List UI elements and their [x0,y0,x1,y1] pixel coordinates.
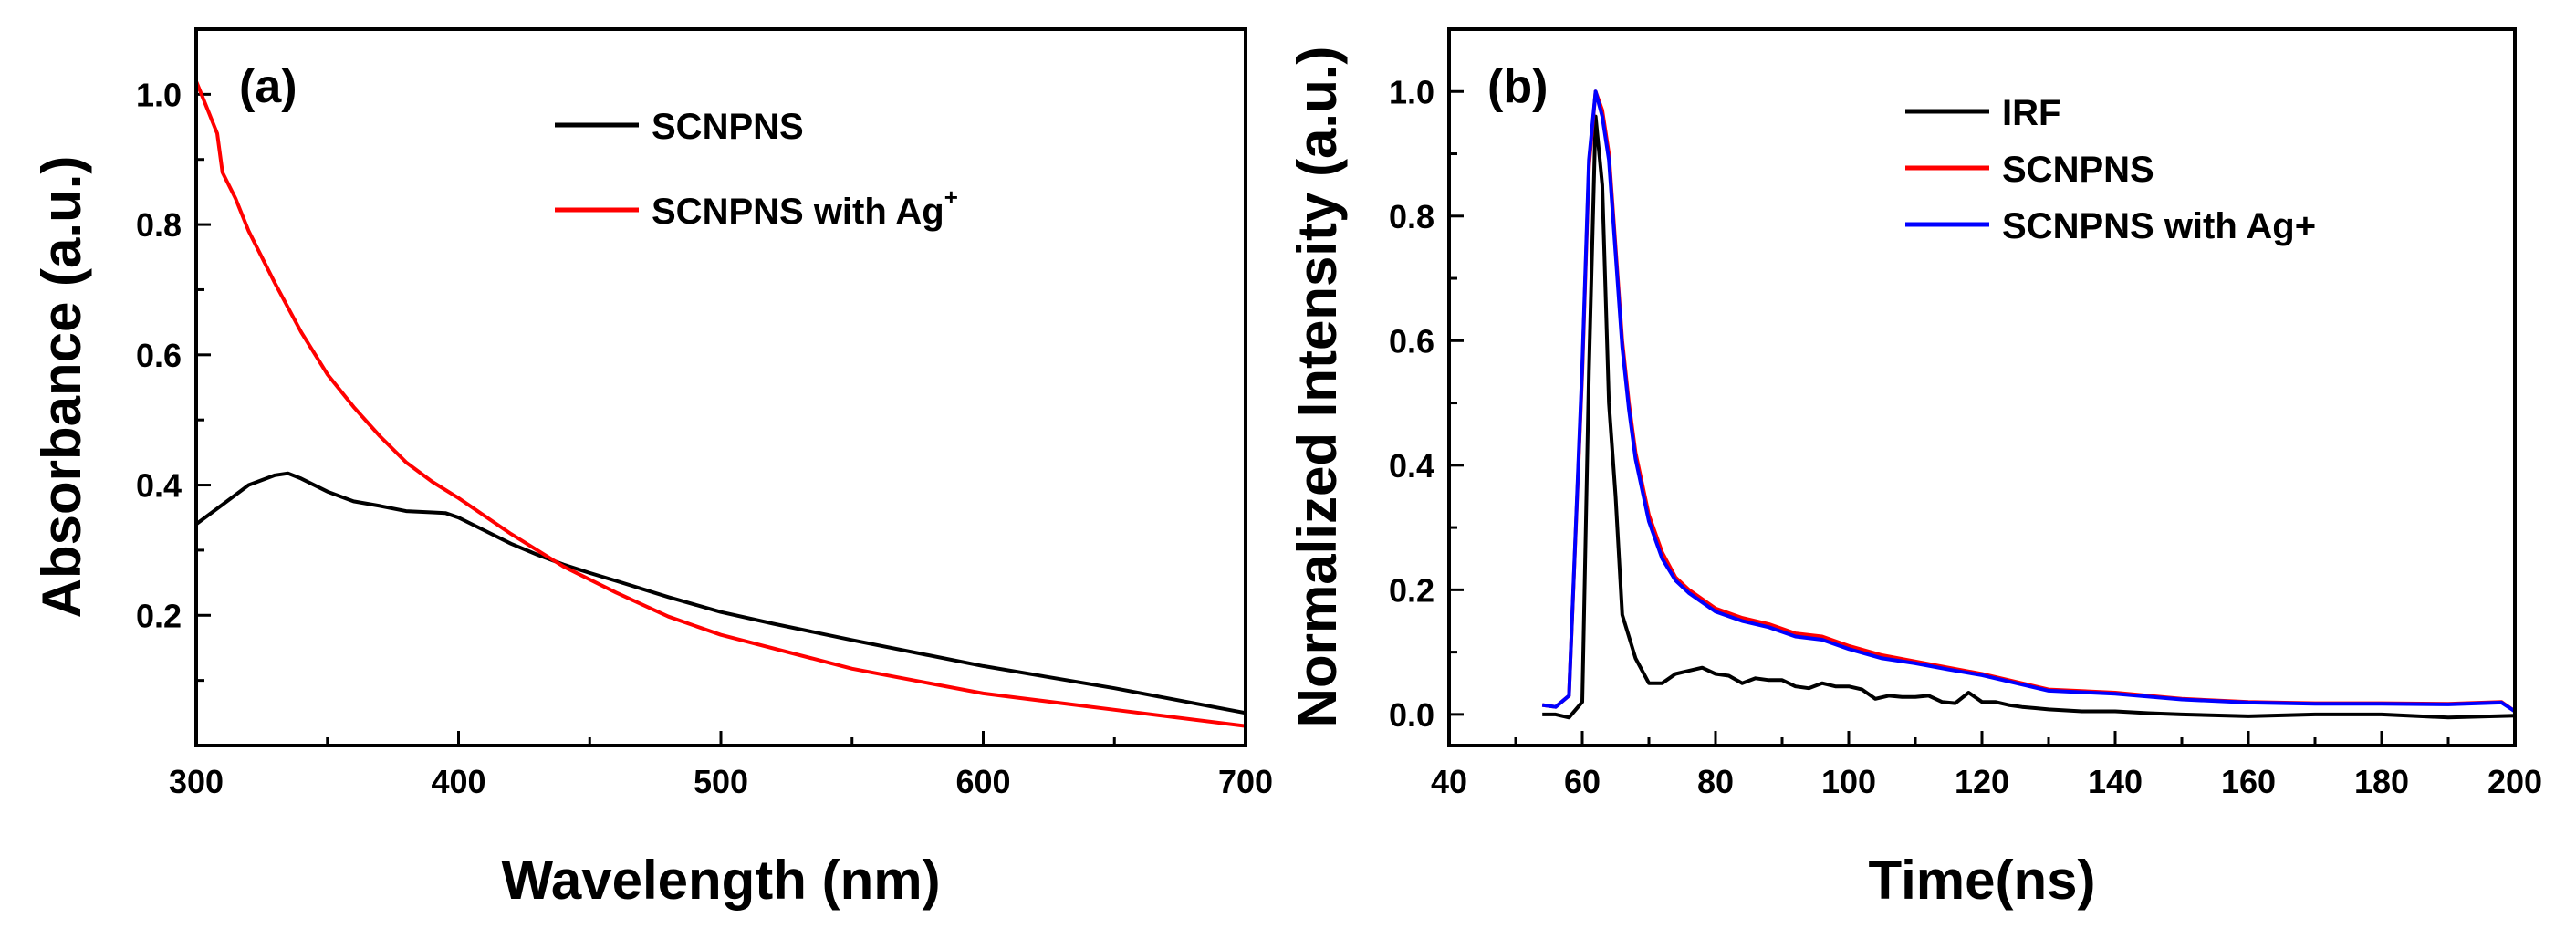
x-tick-label-b-5: 140 [2088,763,2143,800]
panel-label-b: (b) [1487,60,1548,113]
legend-label-b-2: SCNPNS with Ag+ [2002,206,2316,246]
x-tick-label-b-2: 80 [1697,763,1734,800]
series-line-a-0 [196,471,1246,715]
x-tick-label-b-3: 100 [1821,763,1876,800]
y-tick-label-a-3: 0.8 [136,206,182,244]
x-tick-label-b-4: 120 [1955,763,2009,800]
y-tick-label-b-0: 0.0 [1389,696,1434,734]
y-tick-label-b-5: 1.0 [1389,73,1434,110]
legend-a: SCNPNS SCNPNS with Ag+ [555,107,958,232]
x-tick-label-a-0: 300 [169,763,224,800]
x-tick-label-a-3: 600 [955,763,1010,800]
y-axis-title-b: Normalized Intensity (a.u.) [1287,47,1348,728]
chart-panel-b: 40 60 80 100 120 140 160 180 200 0.0 0.2 0.4 0.6 0.8 1… [1287,27,2542,911]
y-tick-label-a-1: 0.4 [136,467,182,505]
x-axis-title-b: Time(ns) [1869,850,2096,911]
series-line-a-1 [196,80,1246,728]
tick-labels-b: 40 60 80 100 120 140 160 180 200 0.0 0.2 0.4 0.6 0.8 1… [1389,73,2542,800]
series-lines-b [1541,89,2515,720]
legend-b: IRF SCNPNS SCNPNS with Ag+ [1905,93,2316,246]
y-tick-label-b-1: 0.2 [1389,571,1434,609]
x-tick-label-b-0: 40 [1431,763,1467,800]
x-tick-label-a-2: 500 [694,763,748,800]
plot-frame-a [194,27,1247,747]
series-lines-a [196,80,1246,728]
legend-label-a-1-superscript: + [944,183,958,211]
y-axis-title-a: Absorbance (a.u.) [31,156,92,619]
tick-labels-a: 300 400 500 600 700 0.2 0.4 0.6 0.8 1.0 [136,76,1273,800]
legend-label-a-1: SCNPNS with Ag [652,192,944,232]
legend-label-b-0: IRF [2002,93,2060,133]
y-tick-label-a-4: 1.0 [136,76,182,113]
y-tick-label-b-2: 0.4 [1389,447,1434,485]
x-tick-label-b-6: 160 [2221,763,2276,800]
y-tick-label-a-0: 0.2 [136,597,182,634]
legend-label-a-0: SCNPNS [652,107,804,147]
plot-frame-b [1447,27,2517,747]
chart-panel-a: 300 400 500 600 700 0.2 0.4 0.6 0.8 1.0 (a) Wavel… [31,27,1273,911]
series-line-b-0 [1542,114,2515,720]
panel-label-a: (a) [239,60,297,113]
series-line-b-2 [1541,89,2515,714]
x-tick-label-b-1: 60 [1564,763,1601,800]
x-tick-label-b-8: 200 [2487,763,2542,800]
y-tick-label-a-2: 0.6 [136,337,182,374]
x-tick-label-b-7: 180 [2354,763,2409,800]
y-tick-label-b-4: 0.8 [1389,198,1434,235]
x-tick-label-a-4: 700 [1218,763,1273,800]
x-axis-title-a: Wavelength (nm) [501,850,940,911]
svg-text:SCNPNS with Ag+: SCNPNS with Ag+ [652,183,958,232]
y-tick-label-b-3: 0.6 [1389,322,1434,360]
x-tick-label-a-1: 400 [431,763,485,800]
legend-label-b-1: SCNPNS [2002,150,2154,190]
